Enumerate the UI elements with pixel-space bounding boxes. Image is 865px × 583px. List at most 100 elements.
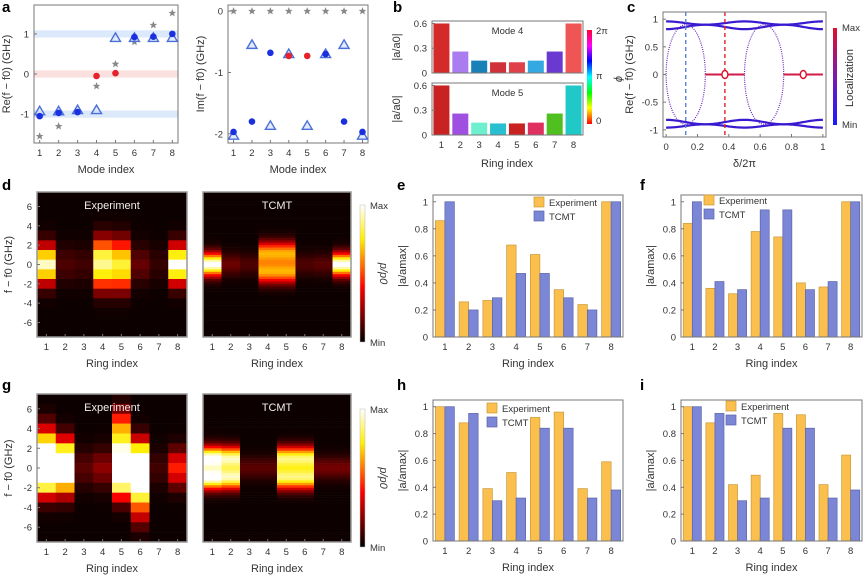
heatmap-cell — [332, 264, 352, 268]
heatmap-cell — [295, 534, 315, 538]
y-tick-label: 0.2 — [663, 510, 676, 521]
heatmap-cell — [74, 201, 94, 212]
bar — [527, 60, 544, 73]
heatmap-cell — [203, 283, 222, 287]
heatmap-cell — [332, 472, 352, 476]
x-tick-label: 5 — [305, 148, 310, 159]
heatmap-cell — [332, 317, 352, 321]
y-tick-label: 0 — [27, 464, 32, 475]
heatmap-cell — [221, 206, 241, 210]
heatmap-cell — [240, 470, 259, 474]
bar-experiment — [705, 287, 716, 338]
data-point-dot — [55, 109, 62, 117]
heatmap-cell — [295, 468, 315, 471]
data-point-triangle — [245, 38, 259, 50]
heatmap-cell — [203, 291, 222, 294]
bar-tcmt — [714, 413, 725, 542]
heatmap-cell — [74, 423, 94, 434]
heatmap-cell — [258, 300, 278, 304]
heatmap-cell — [277, 463, 296, 466]
x-tick-label: 3 — [81, 547, 86, 558]
bar-tcmt — [805, 427, 815, 542]
heatmap-cell — [221, 242, 241, 246]
heatmap-cell — [258, 495, 278, 498]
x-tick-label: 4 — [100, 547, 105, 558]
heatmap-cell — [74, 317, 94, 328]
heatmap-cell — [277, 288, 296, 292]
heatmap-cell — [55, 201, 75, 212]
heatmap-cell — [332, 487, 352, 491]
heatmap-cell — [240, 465, 259, 469]
heatmap-cell — [277, 416, 296, 419]
data-point-dot — [267, 49, 274, 57]
heatmap-cell — [240, 281, 259, 285]
bar-tcmt — [827, 497, 838, 542]
heatmap-cell — [295, 223, 315, 227]
heatmap-cell — [277, 262, 296, 265]
heatmap-cell — [203, 252, 222, 256]
heatmap-cell — [295, 475, 315, 479]
heatmap-cell — [314, 194, 333, 198]
heatmap-cell — [314, 221, 333, 224]
heatmap-cell — [295, 305, 315, 309]
heatmap-cell — [277, 512, 296, 516]
heatmap-cell — [203, 482, 222, 486]
heatmap-cell — [295, 192, 315, 195]
heatmap-cell — [74, 492, 94, 503]
bar — [508, 62, 525, 73]
heatmap-cell — [295, 274, 315, 277]
heatmap-cell — [332, 403, 352, 407]
colorbar-tick-label: π — [596, 71, 603, 82]
heatmap-cell — [295, 291, 315, 294]
heatmap-cell — [203, 230, 222, 234]
heatmap-cell — [112, 482, 132, 493]
x-tick-label: 3 — [735, 546, 740, 557]
heatmap-cell — [295, 514, 315, 518]
heatmap-cell — [203, 194, 222, 198]
phase-colorbar — [587, 30, 592, 124]
heatmap-cell — [277, 237, 296, 241]
heatmap-cell — [240, 453, 259, 456]
colorbar-max-label: Max — [370, 201, 388, 212]
intensity-colorbar — [359, 408, 366, 548]
heatmap-cell — [221, 332, 241, 335]
heatmap-cell — [258, 204, 278, 207]
heatmap-cell — [295, 490, 315, 493]
heatmap-cell — [314, 492, 333, 496]
heatmap-cell — [314, 529, 333, 533]
heatmap-cell — [203, 264, 222, 268]
heatmap-cell — [314, 394, 333, 397]
heatmap-cell — [332, 279, 352, 282]
heatmap-cell — [258, 411, 278, 415]
bar-experiment — [728, 293, 738, 338]
heatmap-cell — [74, 522, 94, 533]
heatmap-cell — [277, 497, 296, 501]
heatmap-cell — [112, 201, 132, 212]
heatmap-cell — [168, 327, 188, 338]
heatmap-cell — [277, 310, 296, 314]
bar-experiment — [577, 488, 588, 542]
data-point-star — [92, 82, 101, 90]
heatmap-cell — [258, 517, 278, 521]
bar-tcmt — [539, 273, 550, 338]
heatmap-cell — [314, 423, 333, 427]
bar-tcmt — [782, 427, 793, 542]
heatmap-cell — [332, 315, 352, 318]
heatmap-cell — [130, 403, 150, 415]
heatmap-cell — [240, 433, 259, 437]
heatmap-cell — [295, 398, 315, 402]
heatmap-cell — [203, 211, 222, 215]
heatmap-cell — [332, 450, 352, 454]
x-tick-label: 6 — [323, 148, 328, 159]
heatmap-cell — [332, 435, 352, 439]
heatmap-cell — [112, 250, 132, 260]
heatmap-cell — [332, 485, 352, 489]
heatmap-cell — [203, 470, 222, 474]
heatmap-cell — [258, 398, 278, 402]
heatmap-cell — [240, 450, 259, 454]
heatmap-cell — [332, 305, 352, 309]
y-tick-label: 1 — [671, 402, 676, 413]
heatmap-cell — [295, 495, 315, 498]
heatmap-cell — [258, 259, 278, 263]
